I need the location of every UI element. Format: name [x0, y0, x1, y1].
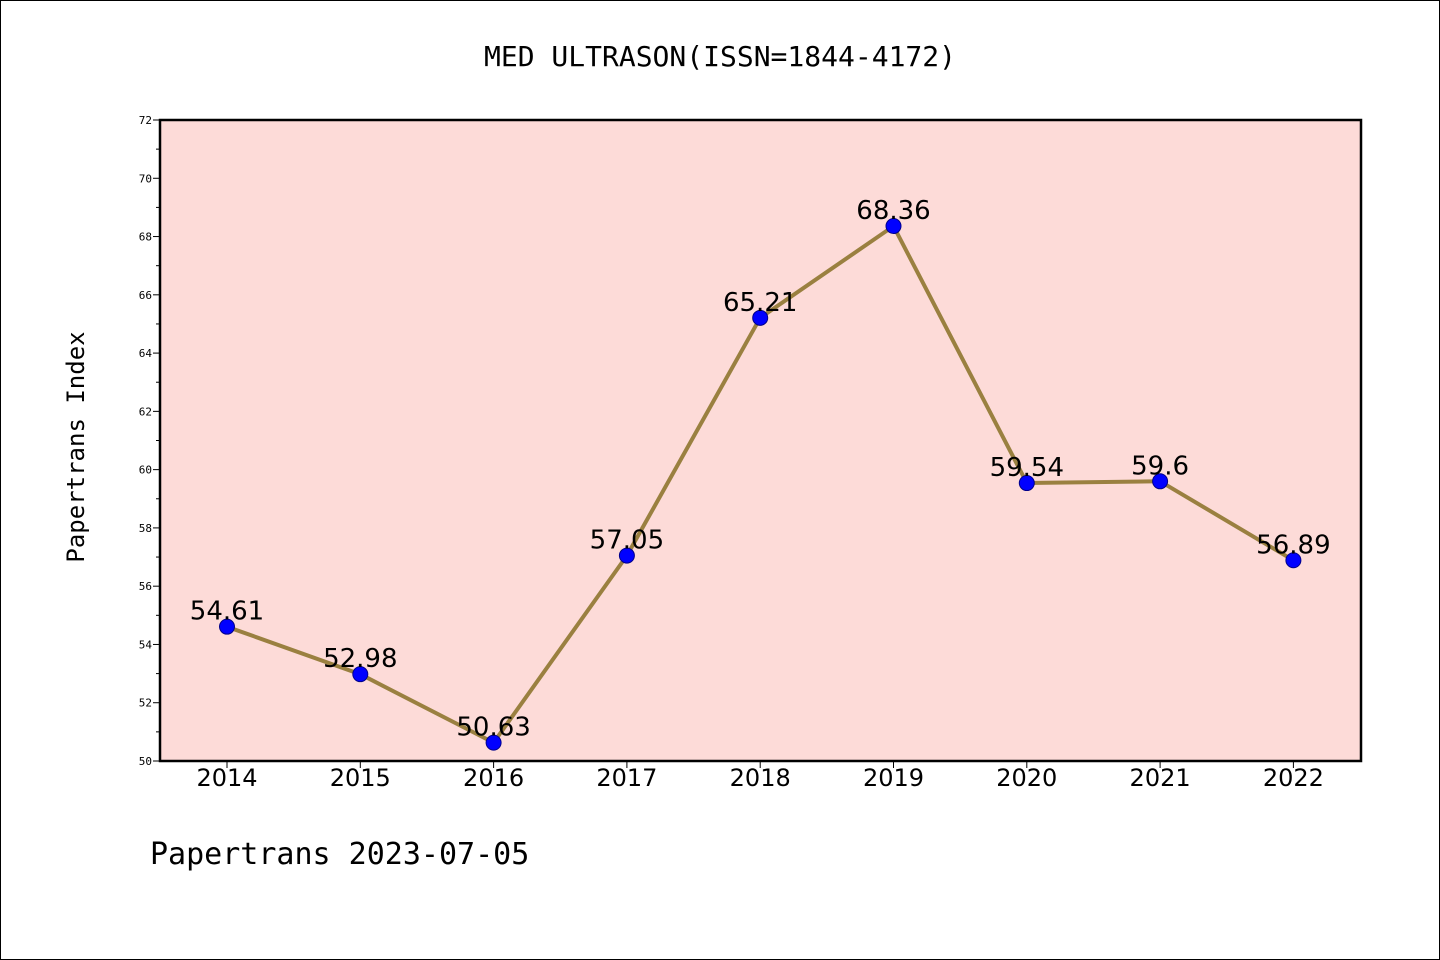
y-tick-label: 66 — [139, 289, 152, 302]
x-tick-label: 2021 — [1130, 764, 1191, 792]
data-label: 57.05 — [590, 526, 664, 556]
footer-text: Papertrans 2023-07-05 — [150, 837, 529, 872]
y-tick-label: 60 — [139, 464, 152, 477]
chart-title: MED ULTRASON(ISSN=1844-4172) — [484, 40, 956, 73]
data-label: 54.61 — [190, 597, 264, 627]
data-point — [885, 218, 902, 235]
x-axis: 2014 2015 2016 2017 2018 2019 2020 2021 2022 — [196, 761, 1324, 792]
data-label: 52.98 — [323, 644, 397, 674]
data-label: 59.6 — [1131, 451, 1189, 481]
x-tick-label: 2016 — [463, 764, 524, 792]
data-label: 59.54 — [990, 453, 1064, 483]
plot-border — [158, 118, 1363, 763]
data-point — [752, 309, 769, 326]
y-tick-label: 56 — [139, 580, 152, 593]
data-point — [1152, 473, 1169, 490]
data-point — [352, 666, 369, 683]
data-label: 65.21 — [723, 288, 797, 318]
data-point — [618, 547, 635, 564]
x-tick-label: 2015 — [330, 764, 391, 792]
data-point — [1018, 475, 1035, 492]
y-tick-label: 70 — [139, 172, 152, 185]
data-labels: 54.61 52.98 50.63 57.05 65.21 68.36 59.54 59.6 5… — [190, 196, 1331, 743]
data-point — [485, 734, 502, 751]
y-tick-label: 50 — [139, 755, 152, 768]
x-tick-label: 2020 — [996, 764, 1057, 792]
y-tick-label: 58 — [139, 522, 152, 535]
y-tick-label: 68 — [139, 231, 152, 244]
x-tick-label: 2017 — [596, 764, 657, 792]
data-label: 56.89 — [1256, 530, 1330, 560]
y-tick-label: 64 — [139, 347, 153, 360]
data-label: 68.36 — [856, 196, 930, 226]
series-markers — [219, 218, 1302, 751]
x-tick-label: 2018 — [730, 764, 791, 792]
data-label: 50.63 — [456, 713, 530, 743]
x-tick-label: 2014 — [196, 764, 257, 792]
x-tick-label: 2022 — [1263, 764, 1324, 792]
y-tick-label: 52 — [139, 697, 152, 710]
plot-area — [160, 120, 1361, 761]
y-tick-label: 62 — [139, 405, 152, 418]
data-point — [1285, 552, 1302, 569]
y-axis: 50 52 54 56 58 60 62 64 66 68 70 72 — [139, 114, 160, 768]
x-tick-label: 2019 — [863, 764, 924, 792]
data-point — [219, 618, 235, 635]
y-tick-label: 54 — [139, 638, 153, 651]
y-axis-label: Papertrans Index — [62, 331, 90, 562]
y-tick-label: 72 — [139, 114, 152, 127]
